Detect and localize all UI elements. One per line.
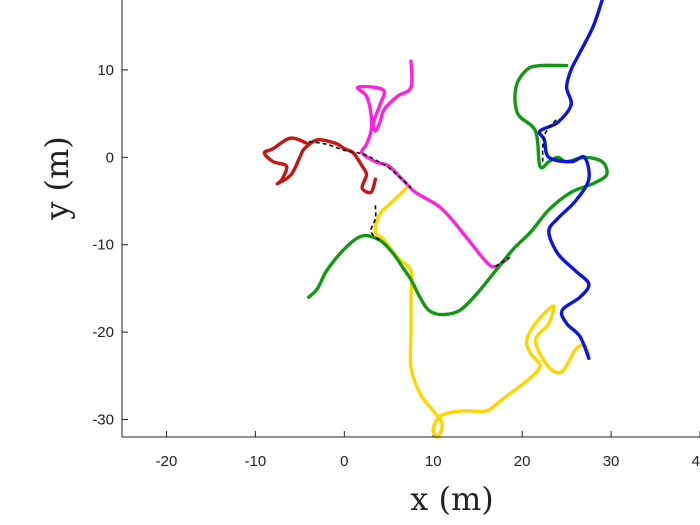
trajectory-line-4 [307,63,609,317]
ground-truth-segment [308,140,412,189]
y-tick-label: 0 [106,149,114,166]
x-tick-label: -20 [156,453,178,470]
x-tick-label: 0 [340,453,348,470]
x-tick-label: 40 [692,453,700,470]
y-tick-label: -10 [92,237,114,254]
y-tick-label: 10 [97,62,114,79]
y-tick-label: -30 [92,412,114,429]
ground-truth-segment [541,117,559,162]
y-axis-label: y (m) [38,136,76,221]
x-tick-label: 20 [514,453,531,470]
ground-truth-segment [495,257,510,268]
trajectory-line-3 [373,186,591,439]
x-axis-label: x (m) [410,480,494,518]
x-tick-labels: -20 -10 0 10 20 30 40 [156,453,700,470]
x-tick-label: 10 [425,453,442,470]
x-tick-label: 30 [603,453,620,470]
series-layer [262,0,609,439]
ground-truth-layer [308,117,559,268]
x-tick-label: -10 [245,453,267,470]
trajectory-line-5 [537,0,604,360]
trajectory-line-2 [355,59,511,269]
y-tick-label: -20 [92,324,114,341]
tick-lines [122,69,700,437]
y-tick-labels: -30 -20 -10 0 10 [92,62,114,429]
trajectory-line-1 [262,136,378,195]
